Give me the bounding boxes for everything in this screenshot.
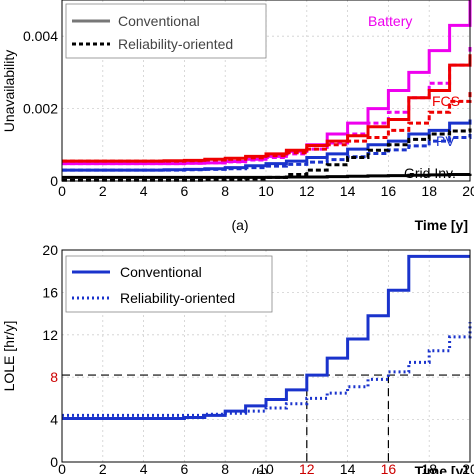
chart-a: 0 2 4 6 8 10 12 14 16 18 20 0 0.002 0.004 Unavailabi… (1, 0, 474, 233)
grid-inv--dashed-line (62, 128, 472, 182)
chart-a-series (62, 0, 472, 182)
grid-inv--solid-line (62, 172, 472, 179)
fcs-solid-line (62, 54, 472, 163)
chart-a-frame (61, 0, 471, 182)
x-tick-label: 2 (99, 183, 107, 199)
y-tick-label: 20 (42, 242, 58, 258)
x-tick-label: 2 (99, 461, 107, 474)
chart-a-legend-label-conventional: Conventional (118, 13, 200, 29)
chart-b-ylabel: LOLE [hr/y] (1, 321, 17, 392)
chart-b-legend-box (65, 255, 273, 313)
chart-b-xlabel: Time [y] (415, 463, 468, 474)
chart-a-panel-label: (a) (231, 217, 248, 233)
x-tick-label: 0 (58, 461, 66, 474)
x-tick-label: 20 (462, 461, 474, 474)
chart-a-legend: Conventional Reliability-oriented (65, 3, 267, 59)
chart-a-legend-box (65, 3, 267, 59)
chart-b-panel-label: (b) (251, 465, 268, 474)
x-tick-label: 16 (381, 461, 397, 474)
x-tick-label: 6 (181, 183, 189, 199)
y-tick-label: 0.004 (23, 28, 58, 44)
annotation-grid-inv: Grid Inv. (404, 165, 456, 181)
x-tick-label: 8 (221, 183, 229, 199)
x-tick-label: 14 (340, 183, 356, 199)
x-tick-label: 18 (421, 183, 437, 199)
chart-a-x-ticks: 0 2 4 6 8 10 12 14 16 18 20 (58, 183, 474, 199)
fcs-dashed-line (62, 90, 472, 163)
x-tick-label: 10 (258, 183, 274, 199)
chart-b-legend-label-conventional: Conventional (120, 264, 202, 280)
y-tick-label: 0 (50, 454, 58, 470)
x-tick-label: 12 (299, 461, 315, 474)
chart-a-y-ticks: 0 0.002 0.004 (23, 28, 58, 189)
x-tick-label: 10 (258, 461, 274, 474)
y-tick-label: 8 (50, 369, 58, 385)
annotation-pv: PV (436, 133, 455, 149)
conventional-solid-line (62, 254, 470, 421)
y-tick-label: 0 (50, 173, 58, 189)
chart-b-legend: Conventional Reliability-oriented (65, 255, 273, 313)
chart-a-xlabel: Time [y] (415, 217, 468, 233)
chart-b-frame (61, 249, 471, 463)
y-tick-label: 0.002 (23, 101, 58, 117)
x-tick-label: 4 (140, 461, 148, 474)
chart-b-series (62, 254, 472, 462)
chart-a-ylabel: Unavailability (1, 50, 17, 132)
x-tick-label: 4 (140, 183, 148, 199)
chart-b-y-ticks: 0 4 8 12 16 20 (42, 242, 58, 470)
y-tick-label: 12 (42, 327, 58, 343)
chart-b-x-ticks: 0 2 4 6 8 10 12 14 16 18 20 (58, 461, 474, 474)
pv-dashed-line (62, 133, 472, 172)
pv-solid-line (62, 119, 472, 172)
battery-dashed-line (62, 47, 472, 166)
x-tick-label: 6 (181, 461, 189, 474)
y-tick-label: 16 (42, 284, 58, 300)
x-tick-label: 18 (421, 461, 437, 474)
x-tick-label: 8 (221, 461, 229, 474)
x-tick-label: 0 (58, 183, 66, 199)
chart-b-legend-label-reliability: Reliability-oriented (120, 290, 235, 306)
chart-a-legend-label-reliability: Reliability-oriented (118, 36, 233, 52)
y-tick-label: 4 (50, 412, 58, 428)
x-tick-label: 14 (340, 461, 356, 474)
reliability-oriented-dotted-line (62, 322, 472, 417)
annotation-battery: Battery (368, 13, 412, 29)
annotation-fcs: FCS (432, 93, 460, 109)
x-tick-label: 16 (381, 183, 397, 199)
x-tick-label: 20 (462, 183, 474, 199)
x-tick-label: 12 (299, 183, 315, 199)
